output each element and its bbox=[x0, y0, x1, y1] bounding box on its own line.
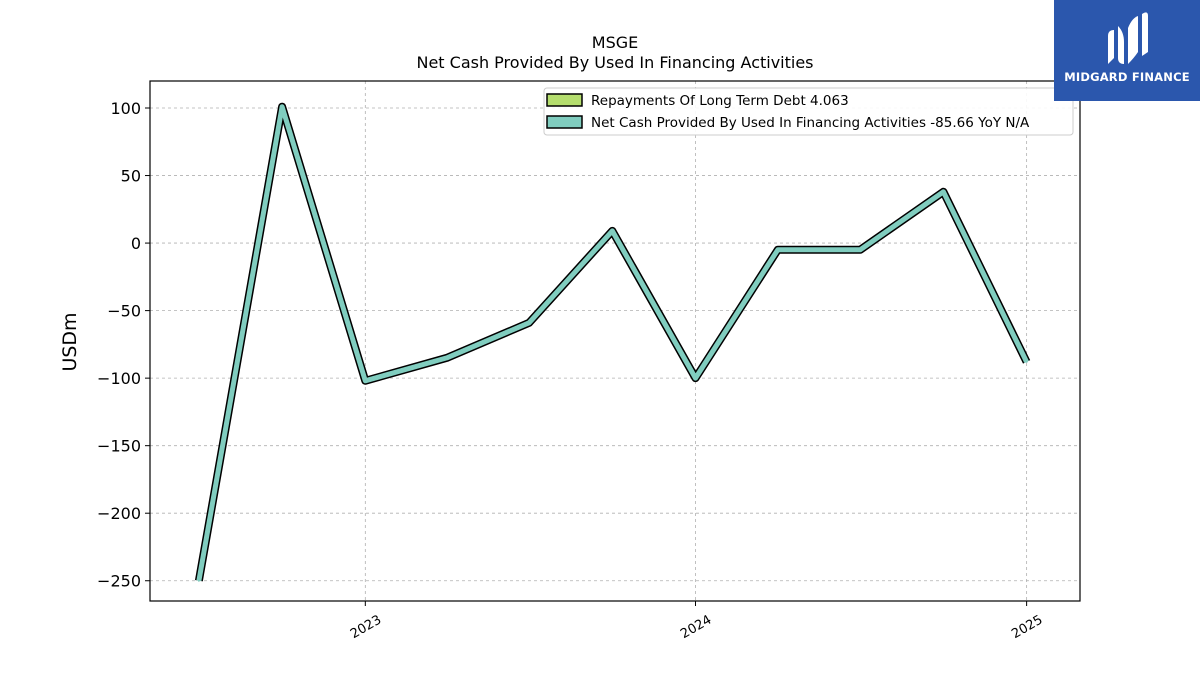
y-tick-label: 0 bbox=[131, 234, 141, 253]
chart-subtitle: Net Cash Provided By Used In Financing A… bbox=[416, 53, 813, 72]
series-layer bbox=[194, 102, 1031, 582]
x-tick-label: 2023 bbox=[348, 613, 384, 643]
brand-logo: MIDGARD FINANCE bbox=[1054, 0, 1200, 101]
data-point bbox=[694, 377, 697, 380]
y-tick-label: −150 bbox=[97, 437, 141, 456]
data-point bbox=[611, 229, 614, 232]
logo-text: MIDGARD FINANCE bbox=[1064, 70, 1190, 84]
y-tick-label: 50 bbox=[121, 167, 141, 186]
y-tick-label: 100 bbox=[110, 99, 141, 118]
legend-label-repayments: Repayments Of Long Term Debt 4.063 bbox=[591, 93, 849, 109]
y-tick-label: −100 bbox=[97, 369, 141, 388]
data-point bbox=[528, 321, 531, 324]
legend-swatch-net-cash bbox=[546, 115, 583, 129]
data-point bbox=[445, 356, 448, 359]
data-point bbox=[281, 105, 284, 108]
midgard-logo-icon bbox=[1108, 12, 1148, 64]
x-tick-label: 2024 bbox=[678, 613, 714, 643]
data-point bbox=[942, 190, 945, 193]
plot-frame bbox=[149, 80, 1081, 602]
series-line bbox=[196, 104, 1029, 582]
data-point bbox=[1025, 360, 1028, 363]
data-point bbox=[364, 379, 367, 382]
legend-label-net-cash: Net Cash Provided By Used In Financing A… bbox=[591, 115, 1030, 131]
data-point bbox=[776, 248, 779, 251]
y-axis-label: USDm bbox=[59, 312, 81, 371]
series-outline bbox=[194, 102, 1031, 582]
data-point bbox=[197, 579, 200, 582]
y-tick-label: −200 bbox=[97, 504, 141, 523]
y-tick-label: −250 bbox=[97, 572, 141, 591]
grid bbox=[150, 81, 1080, 601]
legend-box bbox=[543, 87, 1074, 136]
data-point bbox=[859, 248, 862, 251]
y-tick-label: −50 bbox=[107, 302, 141, 321]
x-tick-label: 2025 bbox=[1009, 613, 1045, 643]
chart-title: MSGE bbox=[592, 33, 638, 52]
legend-swatch-repayments bbox=[546, 93, 583, 107]
legend: Repayments Of Long Term Debt 4.063 Net C… bbox=[543, 87, 1074, 136]
